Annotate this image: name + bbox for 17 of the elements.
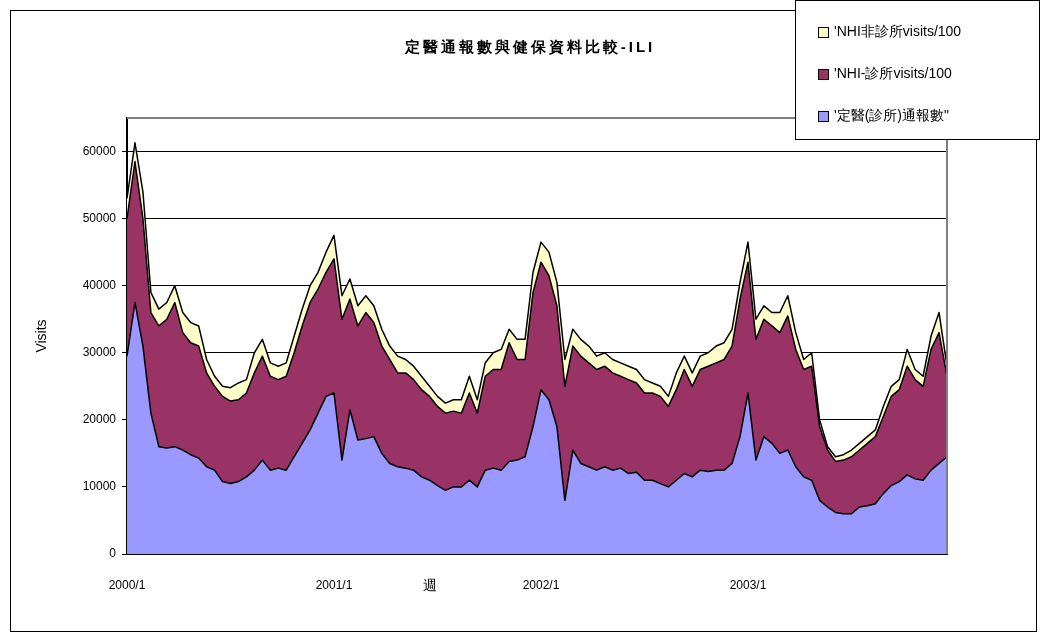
y-tick-label: 50000 [82,210,117,225]
x-tick-label: 2003/1 [729,577,767,592]
x-axis-title: 週 [422,577,438,595]
x-tick-label: 2002/1 [522,577,560,592]
y-tick-label: 30000 [82,345,117,360]
legend-label: 'NHI-診所visits/100 [834,65,952,83]
y-tick-label: 20000 [82,412,117,427]
y-tick-label: 60000 [82,143,117,158]
x-tick-label: 2001/1 [315,577,353,592]
chart-title: 定醫通報數與健保資料比較-ILI [403,38,657,57]
legend-label: '定醫(診所)通報數" [834,107,949,125]
y-tick-label: 0 [109,546,117,561]
y-tick-label: 40000 [82,278,117,292]
legend-label: 'NHI非診所visits/100 [834,23,962,41]
y-axis-title: Visits [33,319,50,353]
y-tick-label: 10000 [82,479,117,494]
x-tick-label: 2000/1 [108,577,146,592]
